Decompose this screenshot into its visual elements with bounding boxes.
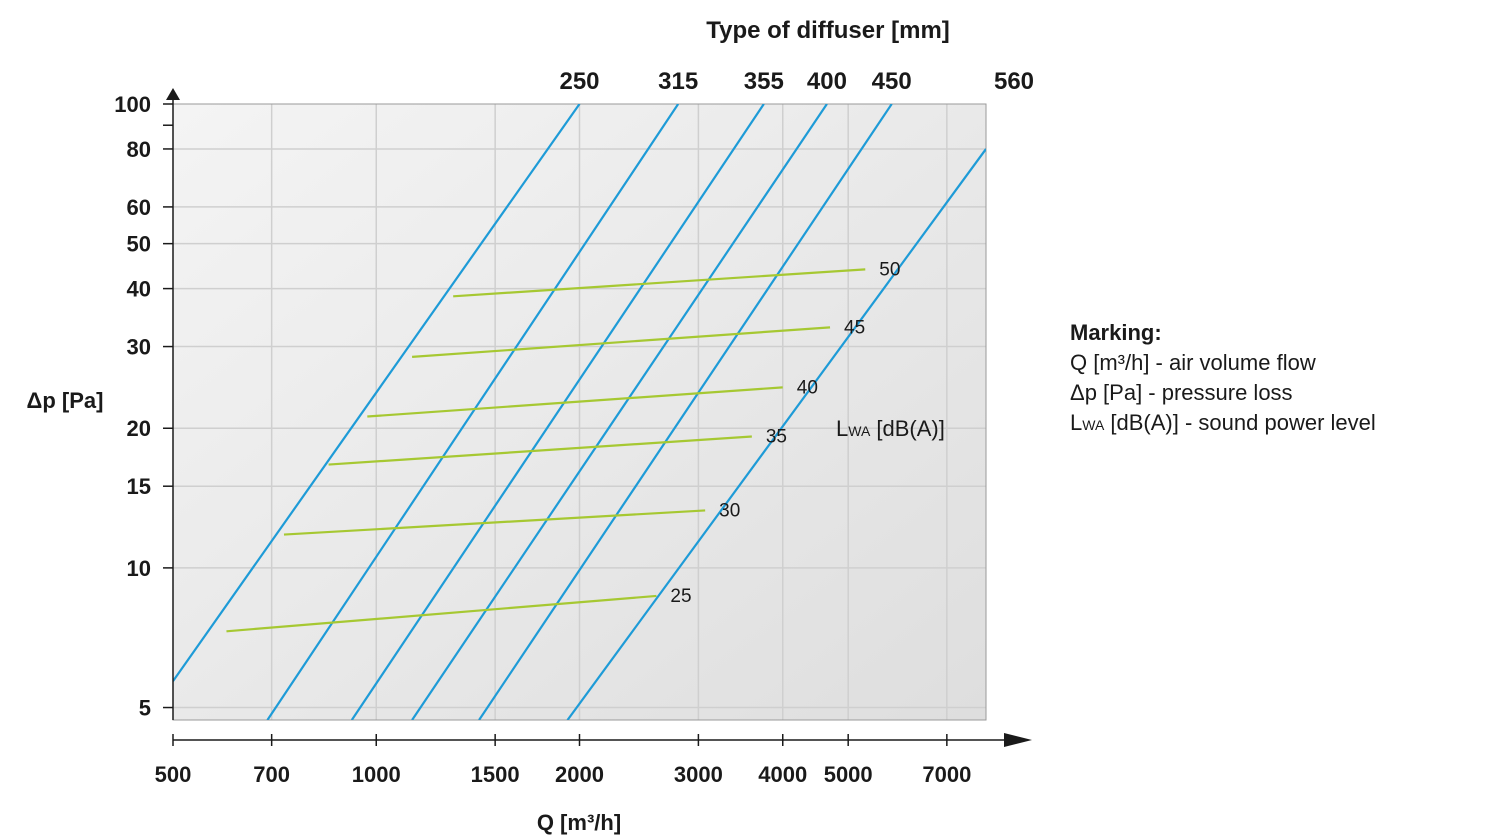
diffuser-label-450: 450 [872, 68, 912, 95]
y-tick-label: 60 [127, 195, 151, 220]
sound-label-25: 25 [670, 586, 691, 607]
x-tick-label: 1500 [471, 762, 520, 787]
legend-flow: Q [m³/h] - air volume flow [1070, 350, 1316, 375]
x-tick-label: 1000 [352, 762, 401, 787]
sound-label-30: 30 [719, 500, 740, 521]
diffuser-label-315: 315 [658, 68, 698, 95]
sound-line-30 [283, 509, 706, 536]
sound-label-35: 35 [766, 426, 787, 447]
diffuser-line-355 [350, 104, 765, 720]
y-tick-label: 10 [127, 556, 151, 581]
diffuser-label-400: 400 [807, 68, 847, 95]
chart-top-title: Type of diffuser [mm] [706, 17, 950, 44]
y-tick-label: 50 [127, 232, 151, 257]
sound-line-35 [328, 435, 752, 466]
sound-label-50: 50 [879, 259, 900, 280]
diffuser-line-315 [266, 104, 680, 720]
sound-label-45: 45 [844, 317, 865, 338]
x-tick-label: 3000 [674, 762, 723, 787]
legend-sound-sub: WA [1082, 417, 1105, 433]
legend-sound-rest: [dB(A)] - sound power level [1104, 410, 1376, 435]
x-axis-arrow [1004, 733, 1032, 747]
diffuser-line-400 [411, 104, 828, 720]
x-tick-label: 5000 [824, 762, 873, 787]
y-tick-label: 30 [127, 335, 151, 360]
y-tick-label: 40 [127, 277, 151, 302]
legend-sound: LWA [dB(A)] - sound power level [1070, 410, 1376, 435]
sound-series-label: LWA [dB(A)] [836, 416, 945, 441]
y-tick-label: 5 [139, 696, 151, 721]
diffuser-label-250: 250 [559, 68, 599, 95]
sound-label-40: 40 [797, 377, 818, 398]
x-tick-label: 7000 [922, 762, 971, 787]
sound-line-50 [453, 268, 866, 298]
axes: 5 10 15 20 30 40 50 60 80 100 Δp [Pa] 500 700 1000 150… [27, 17, 1032, 835]
x-axis-label: Q [m³/h] [537, 810, 621, 835]
y-tick-label: 20 [127, 416, 151, 441]
legend: Marking: Q [m³/h] - air volume flow Δp [… [1070, 318, 1376, 440]
sound-line-25 [226, 594, 657, 633]
diffuser-label-355: 355 [744, 68, 784, 95]
diffuser-line-250 [173, 104, 581, 682]
x-tick-label: 2000 [555, 762, 604, 787]
diffuser-line-450 [478, 104, 893, 720]
diffuser-line-560 [566, 148, 986, 720]
y-tick-label: 15 [127, 474, 151, 499]
y-tick-label: 100 [114, 92, 151, 117]
sound-line-45 [412, 326, 831, 358]
x-tick-label: 500 [155, 762, 192, 787]
x-tick-label: 700 [253, 762, 290, 787]
y-axis-label: Δp [Pa] [27, 388, 104, 413]
legend-pressure: Δp [Pa] - pressure loss [1070, 380, 1293, 405]
y-axis-arrow [166, 88, 180, 100]
diffuser-label-560: 560 [994, 68, 1034, 95]
legend-title: Marking: [1070, 320, 1162, 345]
sound-line-40 [367, 386, 783, 418]
x-tick-label: 4000 [758, 762, 807, 787]
y-tick-label: 80 [127, 137, 151, 162]
